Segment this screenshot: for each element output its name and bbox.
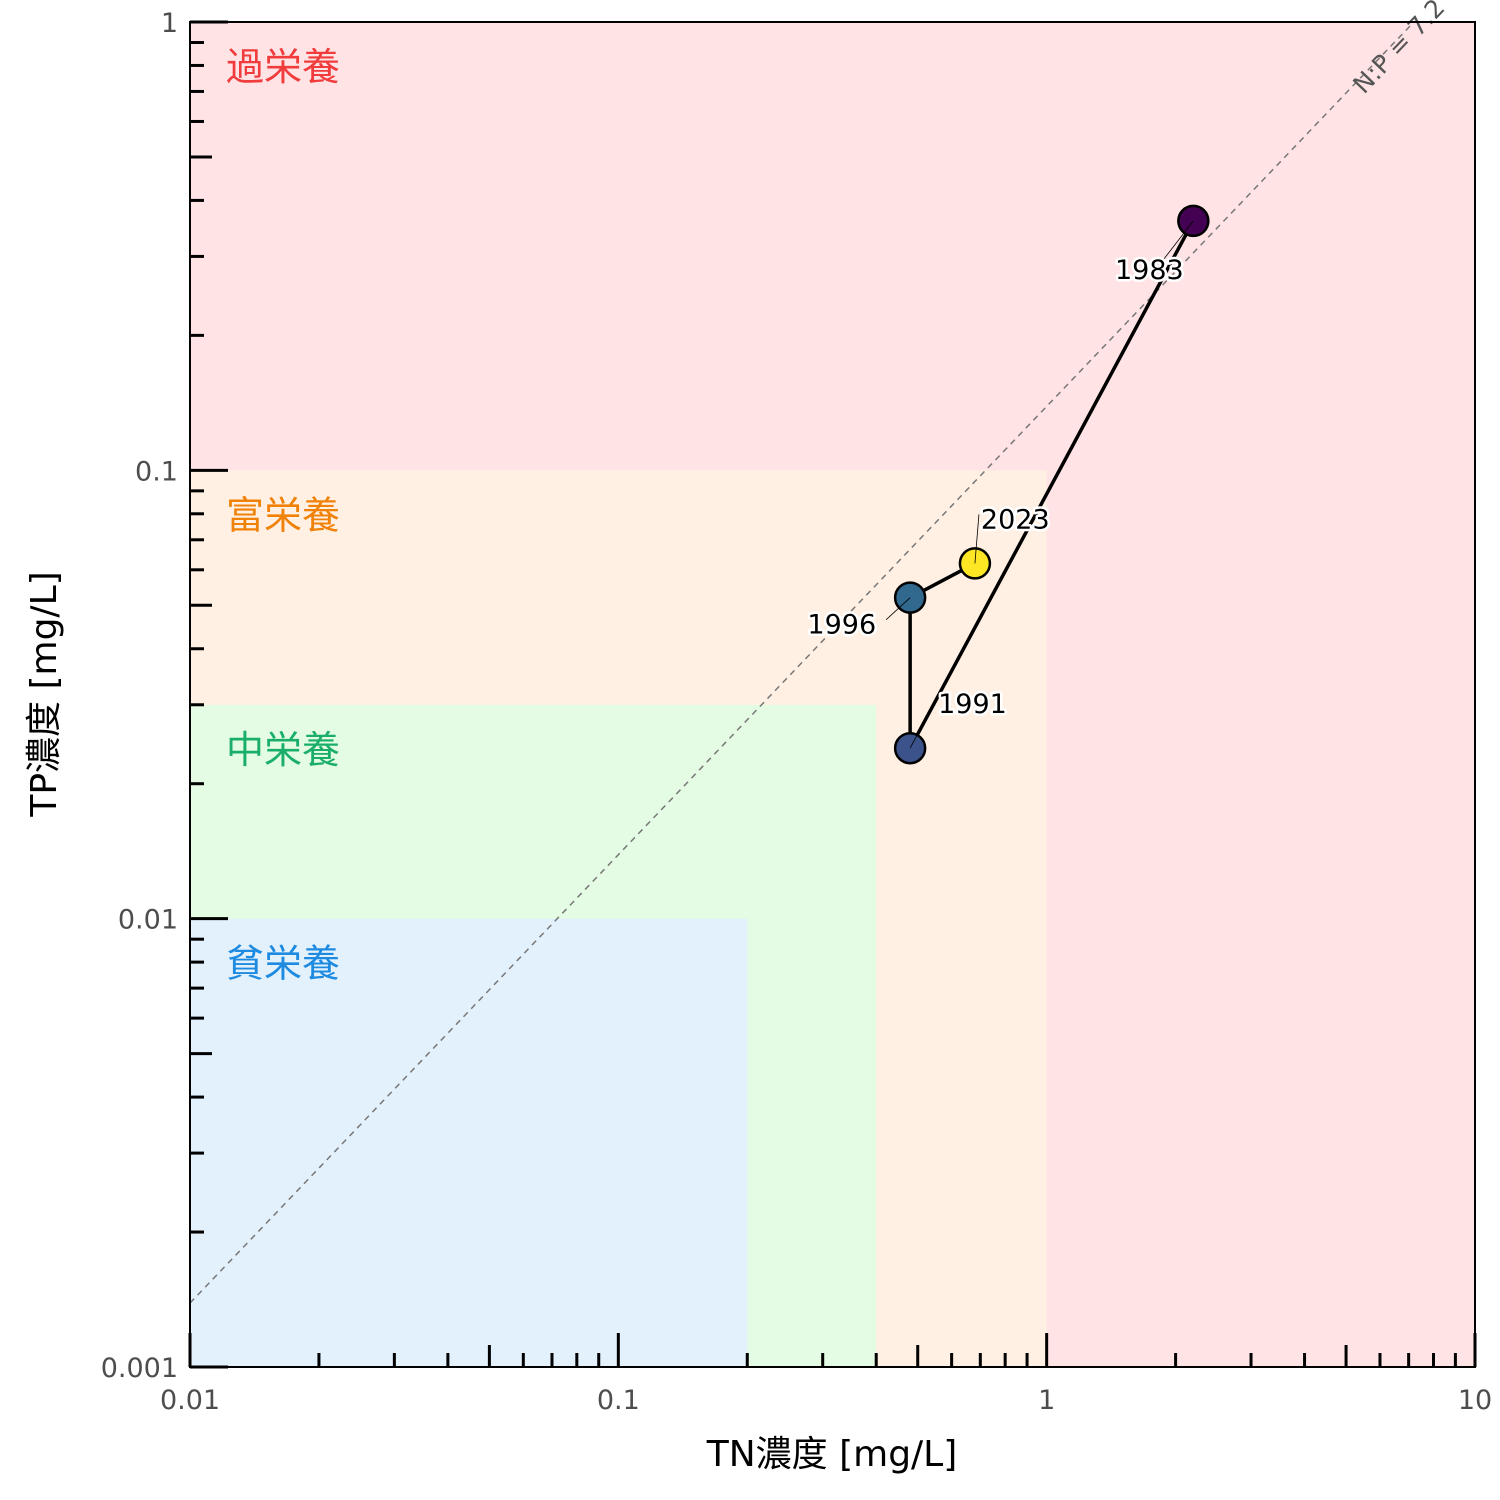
year-label-leader [885, 597, 911, 620]
y-tick-label: 0.001 [101, 1353, 178, 1384]
zone-area [190, 918, 748, 1367]
year-label-leader [1159, 220, 1194, 266]
year-label: 1996 [807, 610, 876, 641]
zone-label: 過栄養 [226, 45, 340, 89]
year-label: 2023 [981, 504, 1050, 535]
np-ratio-line [189, 21, 1415, 1304]
x-tick-label: 10 [1458, 1385, 1492, 1416]
year-label: 1983 [1115, 255, 1184, 286]
x-tick-label: 0.1 [597, 1385, 640, 1416]
x-axis: 0.01 0.1 1 10 [160, 1333, 1492, 1416]
x-tick-label: 1 [1038, 1385, 1055, 1416]
zone-label: 中栄養 [226, 728, 340, 772]
plot-frame [189, 21, 1476, 1368]
y-tick-label: 0.01 [118, 905, 178, 936]
y-axis: 0.001 0.01 0.1 1 [101, 8, 228, 1384]
zone-label: 貧栄養 [226, 942, 340, 986]
year-label-leader [974, 514, 980, 564]
year-label-leader [909, 699, 937, 749]
trajectory-line [908, 220, 1195, 750]
trophic-zones [190, 22, 1475, 1367]
x-tick-label: 0.01 [160, 1385, 220, 1416]
zone-label: 富栄養 [226, 493, 340, 537]
y-tick-label: 1 [161, 8, 178, 39]
year-labels: 1983 1991 1996 2023 [805, 220, 1194, 749]
trajectory [908, 220, 1195, 750]
y-axis-title: TP濃度 [mg/L] [24, 571, 65, 817]
year-label: 1991 [938, 689, 1007, 720]
y-tick-label: 0.1 [135, 456, 178, 487]
x-axis-title: TN濃度 [mg/L] [706, 1434, 958, 1475]
